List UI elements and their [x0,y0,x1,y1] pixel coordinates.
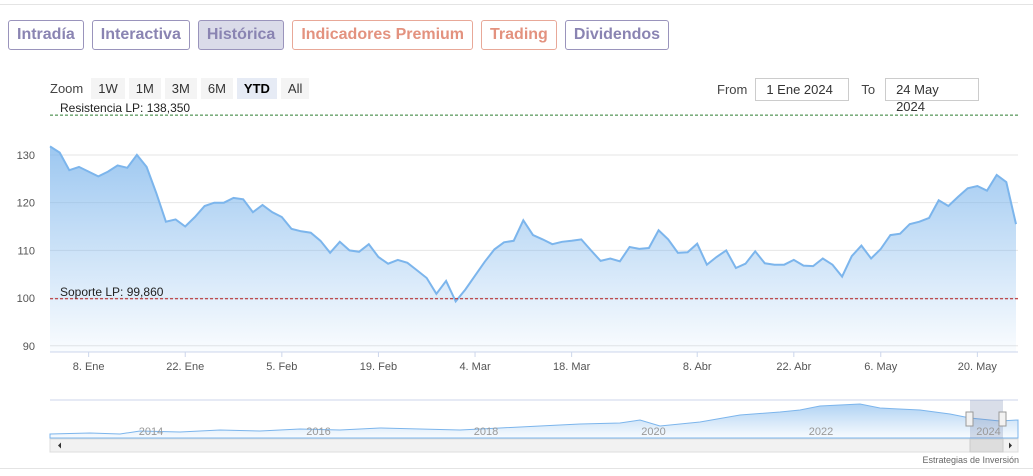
navigator-year: 2016 [306,426,330,438]
date-range: From 1 Ene 2024 To 24 May 2024 [717,78,980,114]
x-tick-label: 22. Abr [776,361,811,373]
area-fill [50,146,1016,352]
tab[interactable]: Intradía [8,20,84,50]
to-input[interactable]: 24 May 2024 [885,78,980,114]
x-tick-label: 19. Feb [360,361,397,373]
zoom-button[interactable]: YTD [236,78,277,99]
tab-bar: Intradía Interactiva Histórica Indicadores … [8,20,670,50]
zoom-button[interactable]: All [280,78,310,99]
navigator-handle[interactable] [998,411,1007,427]
scroll-left[interactable] [58,442,61,449]
navigator-year: 2014 [139,426,163,438]
from-label: From [717,82,748,97]
x-tick-label: 8. Abr [683,361,712,373]
y-tick-label: 120 [17,198,35,210]
zoom-button[interactable]: 1W [91,78,125,99]
navigator-year: 2020 [641,426,665,438]
divider [0,468,1033,469]
x-tick-label: 8. Ene [73,361,105,373]
tab[interactable]: Indicadores Premium [292,20,474,50]
navigator-year: 2022 [809,426,833,438]
x-tick-label: 5. Feb [266,361,297,373]
navigator-series [49,403,1019,439]
x-tick-label: 18. Mar [553,361,591,373]
y-tick-label: 100 [17,293,35,305]
zoom-controls: Zoom 1W 1M 3M 6M YTD All [50,78,310,99]
scrollbar-track[interactable] [49,438,1019,453]
x-tick-label: 4. Mar [459,361,491,373]
zoom-label: Zoom [50,81,84,96]
x-tick-label: 6. May [864,361,898,373]
annotation-label: Resistencia LP: 138,350 [60,101,190,115]
zoom-button[interactable]: 3M [164,78,197,99]
to-label: To [861,82,876,97]
navigator-year: 2018 [474,426,498,438]
navigator: 2014 2016 2018 2020 2022 2024 [49,399,1019,453]
divider [0,4,1033,5]
footer-credit: Estrategias de Inversión [922,455,1019,465]
scrollbar-thumb[interactable] [969,438,1004,453]
tab[interactable]: Histórica [197,20,285,50]
navigator-selection[interactable] [970,400,1003,438]
navigator-year: 2024 [976,426,1000,438]
y-tick-label: 110 [17,245,35,257]
y-tick-label: 130 [17,150,35,162]
price-line [49,145,1017,304]
tab[interactable]: Dividendos [564,20,670,50]
x-tick-label: 20. May [958,361,998,373]
tab[interactable]: Trading [481,20,557,50]
navigator-handle[interactable] [965,411,974,427]
y-tick-label: 90 [23,341,35,353]
zoom-button[interactable]: 6M [200,78,233,99]
annotation-label: Soporte LP: 99,860 [60,285,164,299]
zoom-button[interactable]: 1M [128,78,161,99]
from-input[interactable]: 1 Ene 2024 [755,78,850,101]
x-tick-label: 22. Ene [166,361,204,373]
tab[interactable]: Interactiva [91,20,190,50]
scroll-right[interactable] [1009,442,1012,449]
